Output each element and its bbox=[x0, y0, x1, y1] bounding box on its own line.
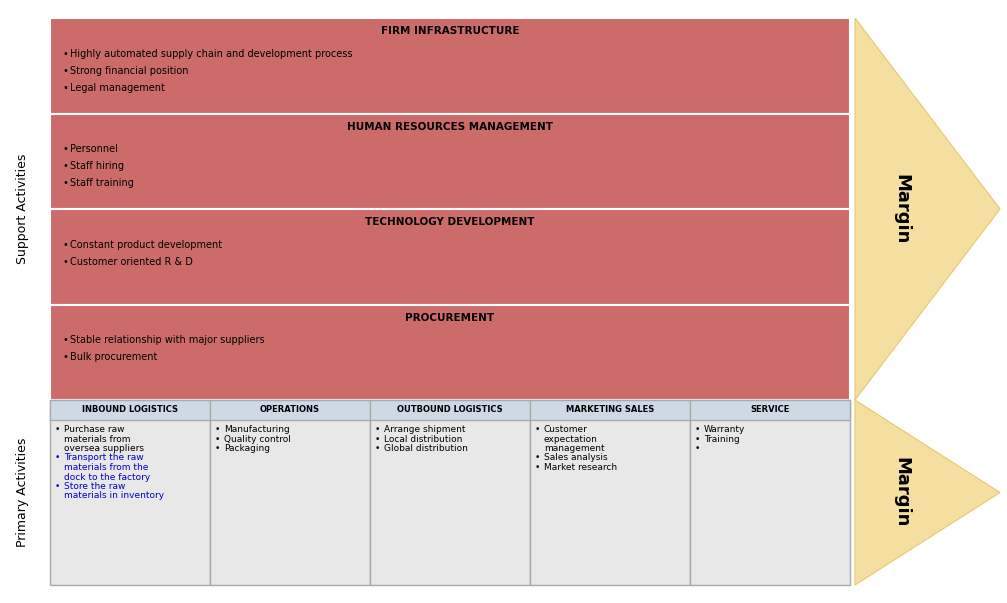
Text: Arrange shipment: Arrange shipment bbox=[384, 425, 465, 434]
Bar bbox=[530, 400, 690, 585]
Text: expectation: expectation bbox=[544, 435, 598, 443]
Text: TECHNOLOGY DEVELOPMENT: TECHNOLOGY DEVELOPMENT bbox=[366, 217, 535, 227]
Bar bbox=[50, 113, 850, 209]
Text: Constant product development: Constant product development bbox=[70, 240, 223, 250]
Text: •: • bbox=[695, 425, 701, 434]
Text: Staff hiring: Staff hiring bbox=[70, 161, 124, 171]
Text: Sales analysis: Sales analysis bbox=[544, 453, 607, 463]
Text: Purchase raw: Purchase raw bbox=[64, 425, 125, 434]
Bar bbox=[370, 400, 530, 420]
Text: Customer oriented R & D: Customer oriented R & D bbox=[70, 257, 193, 267]
Text: •: • bbox=[62, 83, 67, 93]
Text: •: • bbox=[375, 435, 381, 443]
Text: Global distribution: Global distribution bbox=[384, 444, 468, 453]
Bar bbox=[50, 305, 850, 400]
Text: Market research: Market research bbox=[544, 463, 617, 472]
Text: Bulk procurement: Bulk procurement bbox=[70, 352, 157, 362]
Text: Packaging: Packaging bbox=[224, 444, 270, 453]
Text: •: • bbox=[695, 435, 701, 443]
Text: oversea suppliers: oversea suppliers bbox=[64, 444, 144, 453]
Bar bbox=[210, 400, 370, 420]
Text: •: • bbox=[55, 453, 60, 463]
Text: SERVICE: SERVICE bbox=[750, 405, 789, 414]
Text: Training: Training bbox=[704, 435, 740, 443]
Text: MARKETING SALES: MARKETING SALES bbox=[566, 405, 655, 414]
Bar bbox=[50, 209, 850, 305]
Text: PROCUREMENT: PROCUREMENT bbox=[406, 313, 494, 323]
Text: Local distribution: Local distribution bbox=[384, 435, 462, 443]
Bar bbox=[690, 400, 850, 420]
Text: OPERATIONS: OPERATIONS bbox=[260, 405, 320, 414]
Text: Customer: Customer bbox=[544, 425, 588, 434]
Text: Legal management: Legal management bbox=[70, 83, 165, 93]
Text: •: • bbox=[62, 335, 67, 346]
Text: •: • bbox=[62, 352, 67, 362]
Text: •: • bbox=[215, 435, 221, 443]
Text: Manufacturing: Manufacturing bbox=[224, 425, 290, 434]
Text: materials in inventory: materials in inventory bbox=[64, 491, 164, 500]
Bar bbox=[690, 400, 850, 585]
Text: Margin: Margin bbox=[892, 457, 910, 528]
Text: Support Activities: Support Activities bbox=[16, 154, 29, 264]
Text: •: • bbox=[62, 240, 67, 250]
Text: HUMAN RESOURCES MANAGEMENT: HUMAN RESOURCES MANAGEMENT bbox=[347, 122, 553, 132]
Text: •: • bbox=[55, 425, 60, 434]
Bar bbox=[50, 18, 850, 113]
Text: dock to the factory: dock to the factory bbox=[64, 473, 150, 482]
Text: OUTBOUND LOGISTICS: OUTBOUND LOGISTICS bbox=[397, 405, 502, 414]
Polygon shape bbox=[855, 400, 1000, 585]
Text: FIRM INFRASTRUCTURE: FIRM INFRASTRUCTURE bbox=[381, 27, 520, 36]
Text: Personnel: Personnel bbox=[70, 144, 118, 154]
Bar bbox=[210, 400, 370, 585]
Text: •: • bbox=[62, 257, 67, 267]
Text: •: • bbox=[62, 161, 67, 171]
Text: Warranty: Warranty bbox=[704, 425, 745, 434]
Text: materials from: materials from bbox=[64, 435, 131, 443]
Bar bbox=[50, 400, 210, 585]
Polygon shape bbox=[855, 18, 1000, 400]
Text: Store the raw: Store the raw bbox=[64, 482, 126, 491]
Text: •: • bbox=[375, 444, 381, 453]
Bar bbox=[50, 400, 210, 420]
Text: Primary Activities: Primary Activities bbox=[16, 438, 29, 547]
Text: Margin: Margin bbox=[892, 174, 910, 244]
Text: Quality control: Quality control bbox=[224, 435, 291, 443]
Text: Stable relationship with major suppliers: Stable relationship with major suppliers bbox=[70, 335, 265, 346]
Text: INBOUND LOGISTICS: INBOUND LOGISTICS bbox=[82, 405, 178, 414]
Text: •: • bbox=[62, 178, 67, 188]
Text: •: • bbox=[535, 453, 541, 463]
Text: •: • bbox=[215, 425, 221, 434]
Text: Highly automated supply chain and development process: Highly automated supply chain and develo… bbox=[70, 49, 352, 58]
Text: •: • bbox=[215, 444, 221, 453]
Text: •: • bbox=[375, 425, 381, 434]
Bar bbox=[530, 400, 690, 420]
Text: Strong financial position: Strong financial position bbox=[70, 66, 188, 76]
Text: •: • bbox=[535, 425, 541, 434]
Text: •: • bbox=[535, 463, 541, 472]
Text: Staff training: Staff training bbox=[70, 178, 134, 188]
Text: •: • bbox=[695, 444, 701, 453]
Text: Transport the raw: Transport the raw bbox=[64, 453, 144, 463]
Text: •: • bbox=[62, 144, 67, 154]
Text: management: management bbox=[544, 444, 604, 453]
Text: •: • bbox=[55, 482, 60, 491]
Text: materials from the: materials from the bbox=[64, 463, 148, 472]
Bar bbox=[370, 400, 530, 585]
Text: •: • bbox=[62, 66, 67, 76]
Text: •: • bbox=[62, 49, 67, 58]
